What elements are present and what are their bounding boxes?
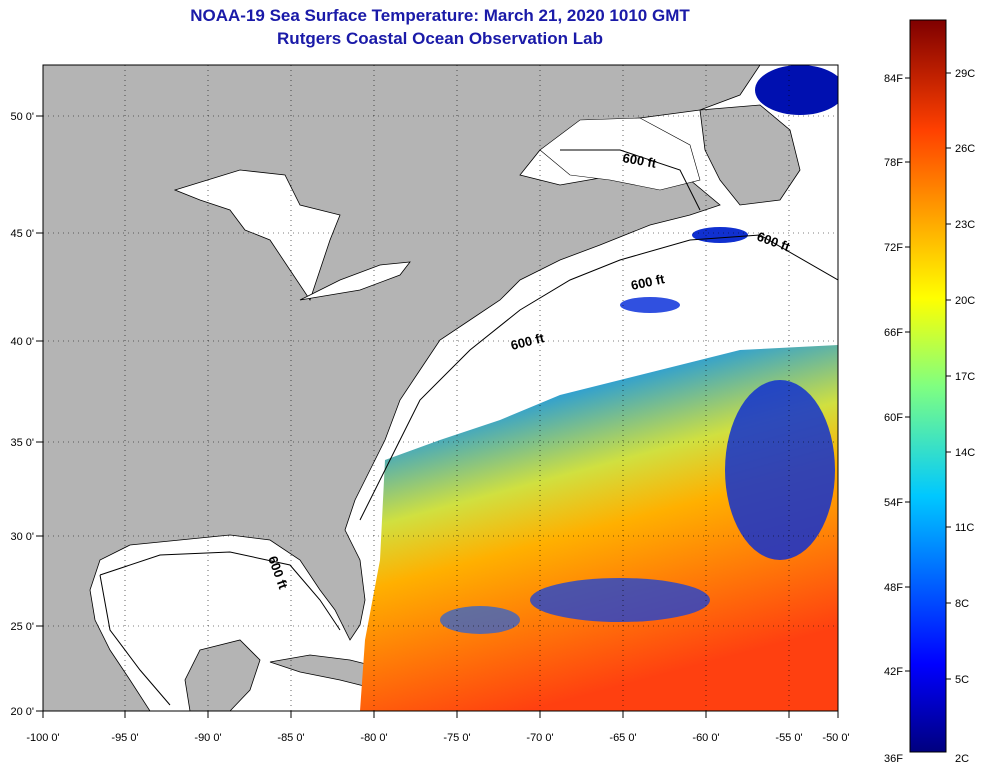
cold-patch	[620, 297, 680, 313]
colorbar	[909, 19, 947, 753]
lon-tick-labels: -100 0' -95 0' -90 0' -85 0' -80 0' -75 …	[26, 732, 849, 744]
colorbar-label-f: 84F	[884, 73, 903, 85]
colorbar-label-f: 78F	[884, 157, 903, 169]
colorbar-label-c: 14C	[955, 447, 975, 459]
lon-tick-label: -95 0'	[111, 732, 138, 744]
lat-tick-label: 20 0'	[10, 706, 34, 718]
lat-tick-label: 45 0'	[10, 228, 34, 240]
lon-tick-label: -60 0'	[692, 732, 719, 744]
lat-tick-label: 35 0'	[10, 437, 34, 449]
lon-tick-label: -55 0'	[775, 732, 802, 744]
lon-tick-label: -90 0'	[194, 732, 221, 744]
shelf-contour	[359, 234, 838, 521]
colorbar-label-f: 48F	[884, 582, 903, 594]
lake-erie	[299, 261, 411, 301]
colorbar-label-c: 29C	[955, 68, 975, 80]
colorbar-label-c: 20C	[955, 295, 975, 307]
colorbar-label-f: 36F	[884, 753, 903, 765]
shelf-contour	[560, 149, 701, 211]
lat-tick-label: 30 0'	[10, 531, 34, 543]
cold-patch	[530, 578, 710, 622]
colorbar-label-f: 60F	[884, 412, 903, 424]
lon-tick-label: -85 0'	[277, 732, 304, 744]
great-lakes	[173, 169, 341, 301]
lat-tick-label: 50 0'	[10, 111, 34, 123]
title-line-2: Rutgers Coastal Ocean Observation Lab	[277, 29, 603, 48]
lon-tick-label: -100 0'	[26, 732, 59, 744]
lon-tick-label: -65 0'	[609, 732, 636, 744]
lon-tick-label: -75 0'	[443, 732, 470, 744]
colorbar-label-c: 5C	[955, 674, 969, 686]
colorbar-label-c: 8C	[955, 598, 969, 610]
colorbar-label-f: 72F	[884, 242, 903, 254]
newfoundland-land	[699, 104, 801, 206]
colorbar-label-c: 17C	[955, 371, 975, 383]
cold-patch	[755, 65, 838, 115]
colorbar-label-c: 23C	[955, 219, 975, 231]
st-lawrence-nodata	[539, 117, 701, 191]
lon-tick-label: -80 0'	[360, 732, 387, 744]
lat-tick-label: 25 0'	[10, 621, 34, 633]
lon-tick-label: -50 0'	[822, 732, 849, 744]
colorbar-label-f: 54F	[884, 497, 903, 509]
lon-tick-marks	[42, 711, 839, 718]
plot-frame	[42, 64, 839, 712]
title-line-1: NOAA-19 Sea Surface Temperature: March 2…	[190, 6, 690, 25]
colorbar-label-c: 26C	[955, 143, 975, 155]
yucatan-land	[184, 639, 261, 711]
lat-tick-labels: 50 0' 45 0' 40 0' 35 0' 30 0' 25 0' 20 0…	[10, 111, 34, 718]
cold-patch	[692, 227, 748, 243]
cold-patch	[440, 606, 520, 634]
lat-tick-label: 40 0'	[10, 336, 34, 348]
cold-patch	[725, 380, 835, 560]
colorbar-ticks	[905, 72, 951, 680]
lon-tick-label: -70 0'	[526, 732, 553, 744]
colorbar-label-f: 42F	[884, 666, 903, 678]
lat-tick-marks	[36, 115, 43, 712]
colorbar-label-c: 11C	[955, 522, 974, 534]
contour-label: 600 ft	[630, 271, 667, 293]
colorbar-label-c: 2C	[955, 753, 969, 765]
colorbar-label-f: 66F	[884, 327, 903, 339]
contour-label: 600 ft	[621, 150, 658, 171]
